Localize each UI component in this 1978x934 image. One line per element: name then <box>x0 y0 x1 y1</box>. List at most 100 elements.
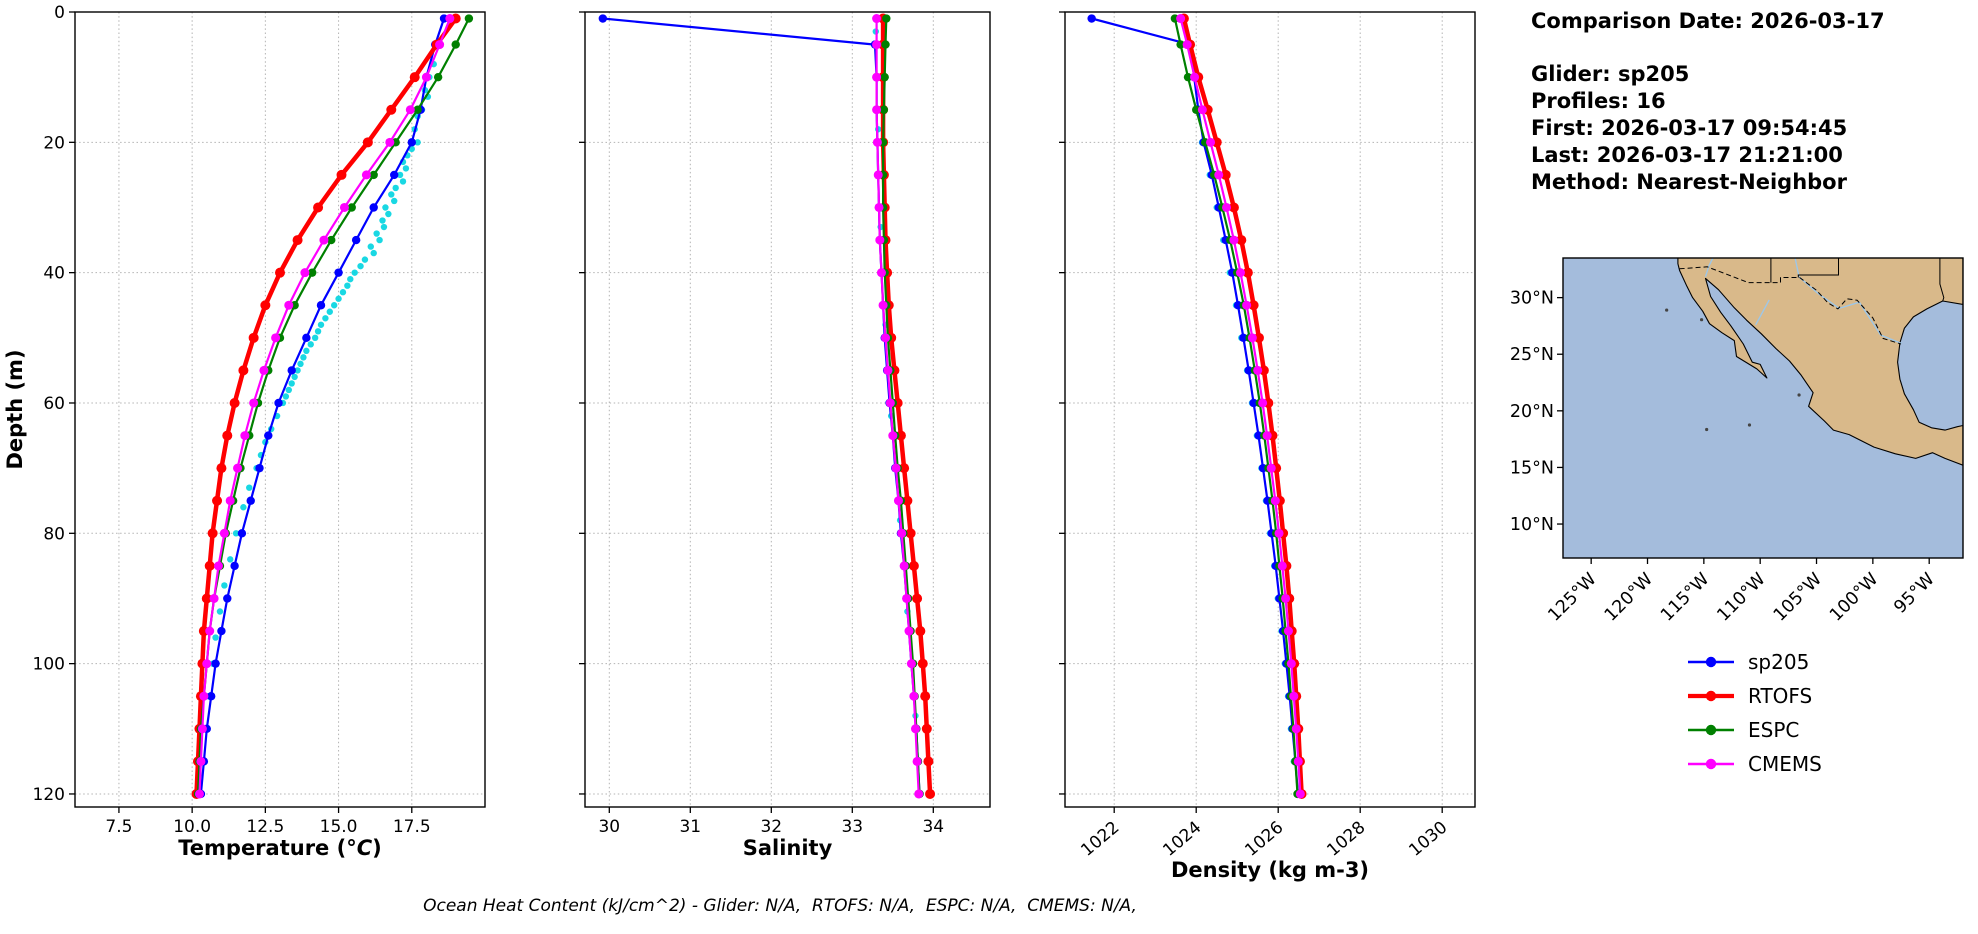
series-marker-CMEMS <box>205 626 215 636</box>
series-marker-RTOFS <box>920 691 931 702</box>
series-marker-CMEMS <box>1266 463 1276 473</box>
map-land-polygon <box>1677 258 1963 466</box>
x-tick-label: 34 <box>922 817 944 837</box>
series-marker-RTOFS <box>905 528 916 539</box>
series-marker-sp205 <box>264 431 273 440</box>
series-marker-sp205 <box>237 529 247 538</box>
series-marker-CMEMS <box>881 333 891 343</box>
map-lat-tick-label: 20°N <box>1510 402 1554 422</box>
series-marker-CMEMS <box>875 235 885 245</box>
scatter-glider-raw-obs <box>357 262 364 270</box>
series-marker-CMEMS <box>1235 268 1245 278</box>
scatter-glider-raw-obs <box>330 302 338 309</box>
map-lat-tick-label: 10°N <box>1510 515 1554 535</box>
series-marker-sp205 <box>287 366 296 375</box>
series-marker-ESPC <box>1192 105 1201 114</box>
series-marker-RTOFS <box>902 495 913 506</box>
series-marker-RTOFS <box>917 658 928 669</box>
series-marker-RTOFS <box>925 788 936 799</box>
chart-salinity: 30 31 32 33 34 Salinity <box>579 11 991 860</box>
series-marker-CMEMS <box>219 528 229 538</box>
map-lat-tick-label: 15°N <box>1510 458 1554 478</box>
series-marker-sp205 <box>246 496 255 505</box>
scatter-glider-raw-obs <box>391 197 398 205</box>
series-marker-CMEMS <box>1277 561 1287 571</box>
x-tick-label: 1024 <box>1159 818 1205 861</box>
series-marker-RTOFS <box>292 235 303 246</box>
series-marker-CMEMS <box>199 691 209 701</box>
series-marker-CMEMS <box>300 268 310 278</box>
scatter-glider-raw-obs <box>294 367 301 374</box>
series-marker-sp205 <box>1233 301 1243 310</box>
legend-item-ESPC: ESPC <box>1686 718 1822 742</box>
map-lat-tick-label: 30°N <box>1510 289 1554 309</box>
series-marker-sp205 <box>1249 398 1258 408</box>
series-marker-ESPC <box>347 203 356 212</box>
series-marker-CMEMS <box>421 72 431 82</box>
series-marker-sp205 <box>1244 366 1253 375</box>
series-marker-RTOFS <box>229 397 240 408</box>
series-marker-CMEMS <box>445 14 455 24</box>
series-marker-CMEMS <box>1229 235 1239 245</box>
series-marker-CMEMS <box>872 14 882 24</box>
map-island <box>1665 308 1669 312</box>
series-marker-CMEMS <box>872 105 882 115</box>
y-tick-label: 80 <box>43 524 65 544</box>
series-marker-CMEMS <box>435 40 445 50</box>
scatter-glider-raw-obs <box>221 582 228 589</box>
series-marker-CMEMS <box>385 137 395 147</box>
plot-area <box>191 13 474 799</box>
chart-temperature: 7.5 10.0 12.5 15.0 17.5 0 20 40 60 80 100 120 Temper… <box>3 3 486 860</box>
series-marker-ESPC <box>1176 40 1185 49</box>
series-marker-sp205 <box>274 398 283 408</box>
series-marker-sp205 <box>351 235 361 245</box>
series-marker-RTOFS <box>409 72 420 83</box>
series-marker-sp205 <box>369 203 378 212</box>
series-marker-CMEMS <box>878 300 888 310</box>
info-glider: Glider: sp205 <box>1531 62 1690 86</box>
scatter-glider-raw-obs <box>291 373 298 381</box>
series-marker-RTOFS <box>1248 300 1259 311</box>
map-lon-tick-label: 95°W <box>1890 569 1938 617</box>
scatter-glider-raw-obs <box>399 178 407 185</box>
axes-frame <box>1064 11 1476 808</box>
series-marker-ESPC <box>433 72 443 82</box>
series-marker-CMEMS <box>1214 170 1224 180</box>
x-tick-label: 30 <box>598 817 620 837</box>
series-marker-CMEMS <box>1258 398 1268 408</box>
series-marker-CMEMS <box>225 496 235 506</box>
x-tick-label: 7.5 <box>105 817 132 837</box>
series-marker-RTOFS <box>260 300 271 311</box>
map-river <box>1704 258 1714 277</box>
series-marker-ESPC <box>879 105 889 114</box>
series-marker-ESPC <box>881 40 890 49</box>
series-marker-sp205 <box>1087 14 1096 23</box>
series-marker-CMEMS <box>885 398 895 408</box>
series-marker-sp205 <box>316 301 326 310</box>
series-marker-RTOFS <box>212 495 223 506</box>
series-marker-CMEMS <box>197 724 207 734</box>
scatter-glider-raw-obs <box>396 171 404 179</box>
info-block: Comparison Date: 2026-03-17 Glider: sp20… <box>1531 8 1885 196</box>
axes-frame <box>584 11 991 808</box>
series-marker-CMEMS <box>194 789 204 799</box>
series-marker-RTOFS <box>923 756 934 767</box>
series-marker-CMEMS <box>1293 756 1303 766</box>
series-marker-CMEMS <box>209 593 219 603</box>
legend-marker-icon <box>1688 690 1734 702</box>
map-lon-tick-label: 100°W <box>1826 569 1882 625</box>
series-marker-ESPC <box>880 72 889 82</box>
scatter-glider-raw-obs <box>227 556 234 563</box>
series-marker-ESPC <box>1183 72 1193 82</box>
x-tick-label: 15.0 <box>320 817 358 837</box>
legend-label: RTOFS <box>1748 684 1813 708</box>
map-island <box>1705 427 1709 432</box>
series-marker-CMEMS <box>1283 626 1293 636</box>
scatter-glider-raw-obs <box>380 223 388 231</box>
x-tick-label: 1030 <box>1405 818 1451 861</box>
series-marker-CMEMS <box>339 202 349 212</box>
map-river <box>1755 299 1770 326</box>
legend-item-sp205: sp205 <box>1686 650 1822 674</box>
series-marker-CMEMS <box>904 626 914 636</box>
